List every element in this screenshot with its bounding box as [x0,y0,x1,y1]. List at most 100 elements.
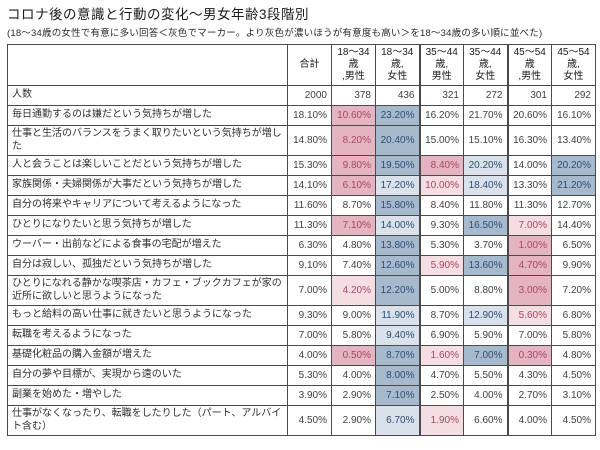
value-cell: 7.00% [463,345,508,366]
value-cell: 4.50% [551,365,596,386]
value-cell: 4.00% [287,345,332,366]
value-cell: 2.90% [331,405,376,436]
value-cell: 14.00% [375,215,420,236]
value-cell: 16.30% [506,125,552,156]
table-row: 人と会うことは楽しいことだという気持ちが増した 15.30% 9.80% 19.50%… [7,155,596,176]
value-cell: 14.10% [287,175,332,196]
value-cell: 5.30% [287,365,332,386]
value-cell: 4.30% [506,365,552,386]
value-cell: 0.30% [506,345,552,366]
value-cell: 4.50% [287,405,332,436]
value-cell: 301 [506,85,552,106]
value-cell: 7.00% [506,215,552,236]
value-cell: 6.70% [375,405,420,436]
value-cell: 5.80% [331,325,376,346]
table-row: 自分の夢や目標が、実現から遠のいた 5.30% 4.00% 8.00% 4.70% 5.5… [7,365,596,386]
table-row: 家族関係・夫婦関係が大事だという気持ちが増した 14.10% 6.10% 17.20%… [7,175,596,196]
value-cell: 15.10% [463,125,508,156]
value-cell: 20.20% [463,155,508,176]
value-cell: 4.50% [551,405,596,436]
value-cell: 13.40% [551,125,596,156]
value-cell: 4.70% [506,255,552,276]
value-cell: 8.00% [375,365,420,386]
value-cell: 12.60% [375,255,420,276]
table-row: ひとりになれる静かな喫茶店・カフェ・ブックカフェが家の近所に欲しいと思うようにな… [7,275,596,306]
row-label-header [7,44,288,86]
value-cell: 12.20% [375,275,420,306]
value-cell: 13.80% [375,235,420,256]
row-label: ひとりになりたいと思う気持ちが増した [7,215,288,236]
row-label: 自分は寂しい、孤独だという気持ちが増した [7,255,288,276]
value-cell: 11.90% [375,305,420,326]
value-cell: 18.10% [287,105,332,126]
column-header: 18～34歳 ,男性 [331,44,376,86]
value-cell: 8.70% [375,345,420,366]
value-cell: 20.60% [506,105,552,126]
value-cell: 4.70% [418,365,464,386]
value-cell: 9.90% [551,255,596,276]
value-cell: 292 [551,85,596,106]
header-row: 合計 18～34歳 ,男性 18～34歳, 女性 35～44歳, 男性 35～44歳, … [7,44,596,86]
table-row: 仕事がなくなったり、転職をしたりした（パート、アルバイト含む） 4.50% 2.90… [7,405,596,436]
value-cell: 18.40% [463,175,508,196]
value-cell: 9.80% [331,155,376,176]
row-label: ひとりになれる静かな喫茶店・カフェ・ブックカフェが家の近所に欲しいと思うようにな… [7,275,288,306]
column-header: 35～44歳, 女性 [463,44,508,86]
value-cell: 1.00% [506,235,552,256]
value-cell: 7.00% [287,275,332,306]
column-header: 45～54歳 ,男性 [506,44,552,86]
value-cell: 3.00% [506,275,552,306]
value-cell: 8.70% [331,195,376,216]
row-label: 自分の将来やキャリアについて考えるようになった [7,195,288,216]
row-label: 毎日通勤するのは嫌だという気持ちが増した [7,105,288,126]
row-label: 副業を始めた・増やした [7,385,288,406]
value-cell: 4.80% [331,235,376,256]
value-cell: 15.00% [418,125,464,156]
value-cell: 5.30% [418,235,464,256]
value-cell: 7.00% [506,325,552,346]
value-cell: 14.00% [506,155,552,176]
value-cell: 6.90% [418,325,464,346]
value-cell: 378 [331,85,376,106]
row-label: 人数 [7,85,288,106]
value-cell: 9.40% [375,325,420,346]
value-cell: 16.10% [551,105,596,126]
value-cell: 5.50% [463,365,508,386]
page-title: コロナ後の意識と行動の変化～男女年齢3段階別 [7,7,310,22]
value-cell: 12.70% [551,195,596,216]
value-cell: 4.80% [551,345,596,366]
value-cell: 7.00% [287,325,332,346]
value-cell: 4.00% [506,405,552,436]
value-cell: 11.30% [287,215,332,236]
value-cell: 0.50% [331,345,376,366]
value-cell: 9.30% [287,305,332,326]
value-cell: 3.90% [287,385,332,406]
value-cell: 21.70% [463,105,508,126]
value-cell: 6.50% [551,235,596,256]
value-cell: 1.90% [418,405,464,436]
table-row: 仕事と生活のバランスをうまく取りたいという気持ちが増した 14.80% 8.20% 2… [7,125,596,156]
value-cell: 6.10% [331,175,376,196]
column-header: 18～34歳, 女性 [375,44,420,86]
value-cell: 8.20% [331,125,376,156]
value-cell: 14.40% [551,215,596,236]
value-cell: 11.80% [463,195,508,216]
value-cell: 15.30% [287,155,332,176]
value-cell: 3.10% [551,385,596,406]
value-cell: 21.20% [551,175,596,196]
value-cell: 10.60% [331,105,376,126]
page-subtitle: (18～34歳の女性で有意に多い回答＜灰色でマーカー。より灰色が濃いほうが有意度… [7,28,543,39]
value-cell: 272 [463,85,508,106]
table-row: 基礎化粧品の購入金額が増えた 4.00% 0.50% 8.70% 1.60% 7.00% 0… [7,345,596,366]
column-header: 合計 [287,44,332,86]
row-label: 仕事と生活のバランスをうまく取りたいという気持ちが増した [7,125,288,156]
value-cell: 15.80% [375,195,420,216]
table-row: 人数 2000 378 436 321 272 301 292 [7,85,596,106]
value-cell: 7.10% [331,215,376,236]
table-row: もっと給料の高い仕事に就きたいと思うようになった 9.30% 9.00% 11.90%… [7,305,596,326]
value-cell: 13.30% [506,175,552,196]
value-cell: 16.20% [418,105,464,126]
value-cell: 4.20% [331,275,376,306]
value-cell: 2.90% [331,385,376,406]
value-cell: 16.50% [463,215,508,236]
